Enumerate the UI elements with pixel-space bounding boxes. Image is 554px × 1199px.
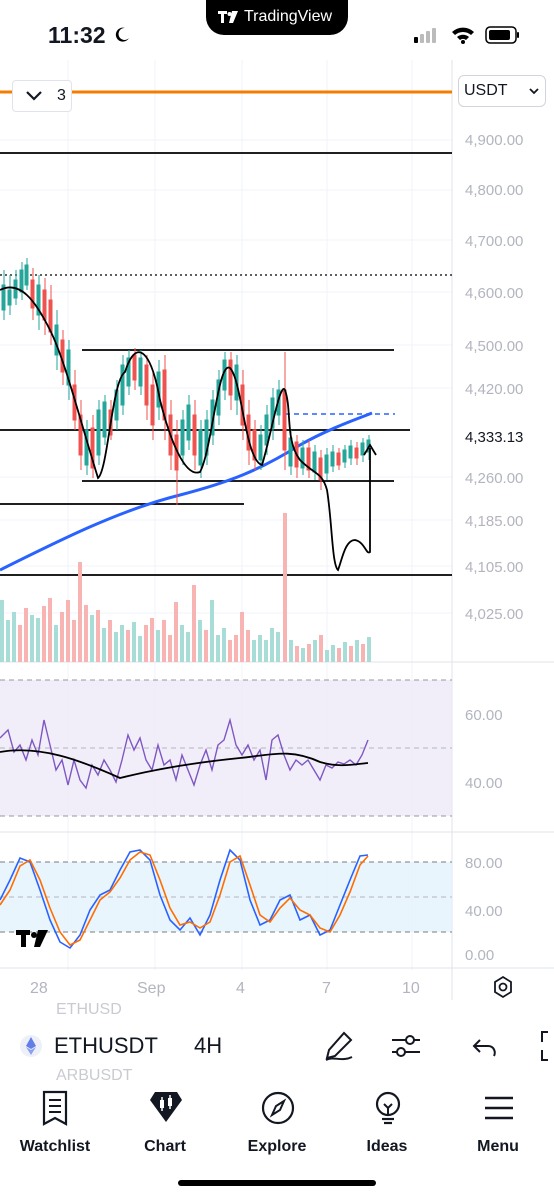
compass-icon xyxy=(261,1091,295,1125)
drawing-tool-icon[interactable] xyxy=(322,1030,356,1062)
horizontal-lines xyxy=(0,152,452,576)
moving-average-line xyxy=(0,411,373,572)
price-label: 4,800.00 xyxy=(465,182,523,199)
ghost-symbol-above: ETHUSD xyxy=(56,1001,122,1018)
chart-icon xyxy=(150,1092,182,1122)
price-label: 4,900.00 xyxy=(465,132,523,149)
nav-label: Menu xyxy=(477,1138,519,1155)
price-label: 4,105.00 xyxy=(465,559,523,576)
candles xyxy=(1,258,371,505)
ethereum-icon xyxy=(20,1035,42,1057)
ghost-symbol-below: ARBUSDT xyxy=(56,1067,133,1084)
signal-icon xyxy=(414,28,436,43)
rsi-label: 60.00 xyxy=(465,707,503,724)
chart-canvas[interactable]: 4,900.00 4,800.00 4,700.00 4,600.00 4,50… xyxy=(0,60,554,1000)
island-label: TradingView xyxy=(244,8,333,25)
bottom-navigation: Watchlist Chart Explore Ideas xyxy=(0,1082,554,1199)
nav-label: Explore xyxy=(247,1138,307,1155)
price-label: 4,025.00 xyxy=(465,606,523,623)
menu-icon xyxy=(485,1096,513,1120)
stoch-label: 0.00 xyxy=(465,947,494,964)
lightbulb-icon xyxy=(375,1091,401,1125)
time-label: 7 xyxy=(322,980,331,997)
symbol-name[interactable]: ETHUSDT xyxy=(54,1033,158,1058)
rsi-label: 40.00 xyxy=(465,775,503,792)
rsi-line xyxy=(0,717,369,790)
price-label: 4,185.00 xyxy=(465,513,523,530)
nav-label: Ideas xyxy=(366,1138,408,1155)
price-label: 4,420.00 xyxy=(465,381,523,398)
indicators-collapse-button[interactable]: 3 xyxy=(12,80,72,112)
stoch-label: 40.00 xyxy=(465,903,503,920)
wifi-icon xyxy=(452,27,474,44)
stoch-label: 80.00 xyxy=(465,855,503,872)
indicator-count: 3 xyxy=(57,87,66,104)
moon-icon xyxy=(115,27,129,42)
grid-vertical xyxy=(67,60,413,970)
watchlist-icon xyxy=(42,1090,68,1126)
status-time: 11:32 xyxy=(48,22,106,48)
drawn-arrow-head xyxy=(363,443,377,456)
price-label: 4,600.00 xyxy=(465,285,523,302)
home-indicator xyxy=(178,1180,376,1186)
currency-select[interactable]: USDT xyxy=(458,75,546,107)
indicators-settings-icon[interactable] xyxy=(390,1030,422,1062)
undo-icon[interactable] xyxy=(470,1030,500,1062)
time-label: 4 xyxy=(236,980,245,997)
currency-value: USDT xyxy=(464,82,508,99)
price-label: 4,260.00 xyxy=(465,470,523,487)
stoch-d-line xyxy=(0,851,369,947)
interval-selector[interactable]: 4H xyxy=(194,1033,223,1058)
current-price-label: 4,333.13 xyxy=(465,429,523,446)
chevron-down-icon xyxy=(26,91,42,101)
nav-label: Chart xyxy=(144,1138,186,1155)
price-label: 4,500.00 xyxy=(465,338,523,355)
battery-icon xyxy=(485,26,519,44)
status-icons xyxy=(414,26,519,44)
chevron-down-icon xyxy=(529,88,539,95)
fullscreen-icon[interactable] xyxy=(536,1030,554,1062)
nav-label: Watchlist xyxy=(19,1138,91,1155)
tradingview-logo-icon xyxy=(218,11,238,23)
time-label: Sep xyxy=(137,980,166,997)
chart-settings-icon[interactable] xyxy=(490,974,516,1000)
tradingview-watermark-icon xyxy=(16,930,48,947)
status-bar: 11:32 TradingView xyxy=(0,0,554,70)
time-label: 10 xyxy=(402,980,420,997)
volume-bars xyxy=(0,513,371,662)
time-label: 28 xyxy=(30,980,48,997)
price-axis-labels: 4,900.00 4,800.00 4,700.00 4,600.00 4,50… xyxy=(465,132,523,623)
price-label: 4,700.00 xyxy=(465,233,523,250)
dynamic-island: TradingView xyxy=(206,0,348,35)
drawn-projection-path xyxy=(0,286,371,572)
rsi-ma-line xyxy=(0,749,369,779)
